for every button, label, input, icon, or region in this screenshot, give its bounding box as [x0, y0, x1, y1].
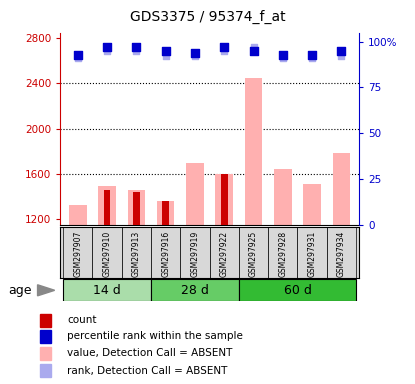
Text: 14 d: 14 d	[93, 284, 121, 297]
Bar	[151, 227, 180, 278]
Bar	[210, 227, 239, 278]
Point	[104, 44, 110, 50]
Text: GSM297934: GSM297934	[337, 231, 346, 277]
Text: GSM297922: GSM297922	[220, 231, 229, 277]
Bar	[40, 364, 51, 377]
Bar	[93, 227, 122, 278]
Polygon shape	[37, 285, 55, 296]
Text: GSM297907: GSM297907	[73, 231, 82, 277]
Text: 60 d: 60 d	[283, 284, 311, 297]
Bar	[245, 78, 262, 225]
Bar	[127, 190, 145, 225]
Point	[221, 48, 227, 54]
Bar	[40, 330, 51, 343]
Text: value, Detection Call = ABSENT: value, Detection Call = ABSENT	[67, 348, 232, 358]
Point	[162, 53, 169, 60]
Bar	[133, 192, 140, 225]
Bar	[162, 201, 169, 225]
Text: GSM297925: GSM297925	[249, 231, 258, 277]
Point	[338, 53, 345, 60]
Text: GSM297919: GSM297919	[190, 231, 200, 277]
Text: GDS3375 / 95374_f_at: GDS3375 / 95374_f_at	[130, 10, 285, 24]
Bar	[104, 190, 110, 225]
Bar	[180, 227, 210, 278]
Text: GSM297910: GSM297910	[103, 231, 112, 277]
Point	[309, 55, 315, 61]
Text: GSM297928: GSM297928	[278, 231, 287, 277]
Point	[133, 44, 140, 50]
Bar	[69, 205, 87, 225]
Point	[104, 48, 110, 54]
Point	[221, 44, 227, 50]
Text: 28 d: 28 d	[181, 284, 209, 297]
Point	[74, 51, 81, 58]
Bar	[332, 154, 350, 225]
Point	[133, 48, 140, 54]
Point	[279, 55, 286, 61]
Text: GSM297931: GSM297931	[308, 231, 317, 277]
Bar	[239, 279, 356, 301]
Point	[250, 48, 257, 54]
Text: rank, Detection Call = ABSENT: rank, Detection Call = ABSENT	[67, 366, 227, 376]
Bar	[122, 227, 151, 278]
Bar	[98, 186, 116, 225]
Text: GSM297913: GSM297913	[132, 231, 141, 277]
Point	[162, 48, 169, 54]
Bar	[151, 279, 239, 301]
Point	[74, 55, 81, 61]
Bar	[303, 184, 321, 225]
Bar	[40, 314, 51, 327]
Text: age: age	[8, 284, 32, 297]
Bar	[63, 279, 151, 301]
Bar	[298, 227, 327, 278]
Bar	[327, 227, 356, 278]
Point	[338, 48, 345, 54]
Text: GSM297916: GSM297916	[161, 231, 170, 277]
Text: percentile rank within the sample: percentile rank within the sample	[67, 331, 243, 341]
Bar	[186, 162, 204, 225]
Bar	[274, 169, 292, 225]
Point	[192, 53, 198, 60]
Bar	[239, 227, 268, 278]
Point	[279, 51, 286, 58]
Bar	[40, 347, 51, 360]
Bar	[221, 174, 227, 225]
Point	[192, 50, 198, 56]
Text: count: count	[67, 315, 97, 325]
Point	[309, 51, 315, 58]
Bar	[63, 227, 93, 278]
Bar	[215, 174, 233, 225]
Bar	[157, 201, 174, 225]
Bar	[268, 227, 298, 278]
Point	[250, 44, 257, 50]
